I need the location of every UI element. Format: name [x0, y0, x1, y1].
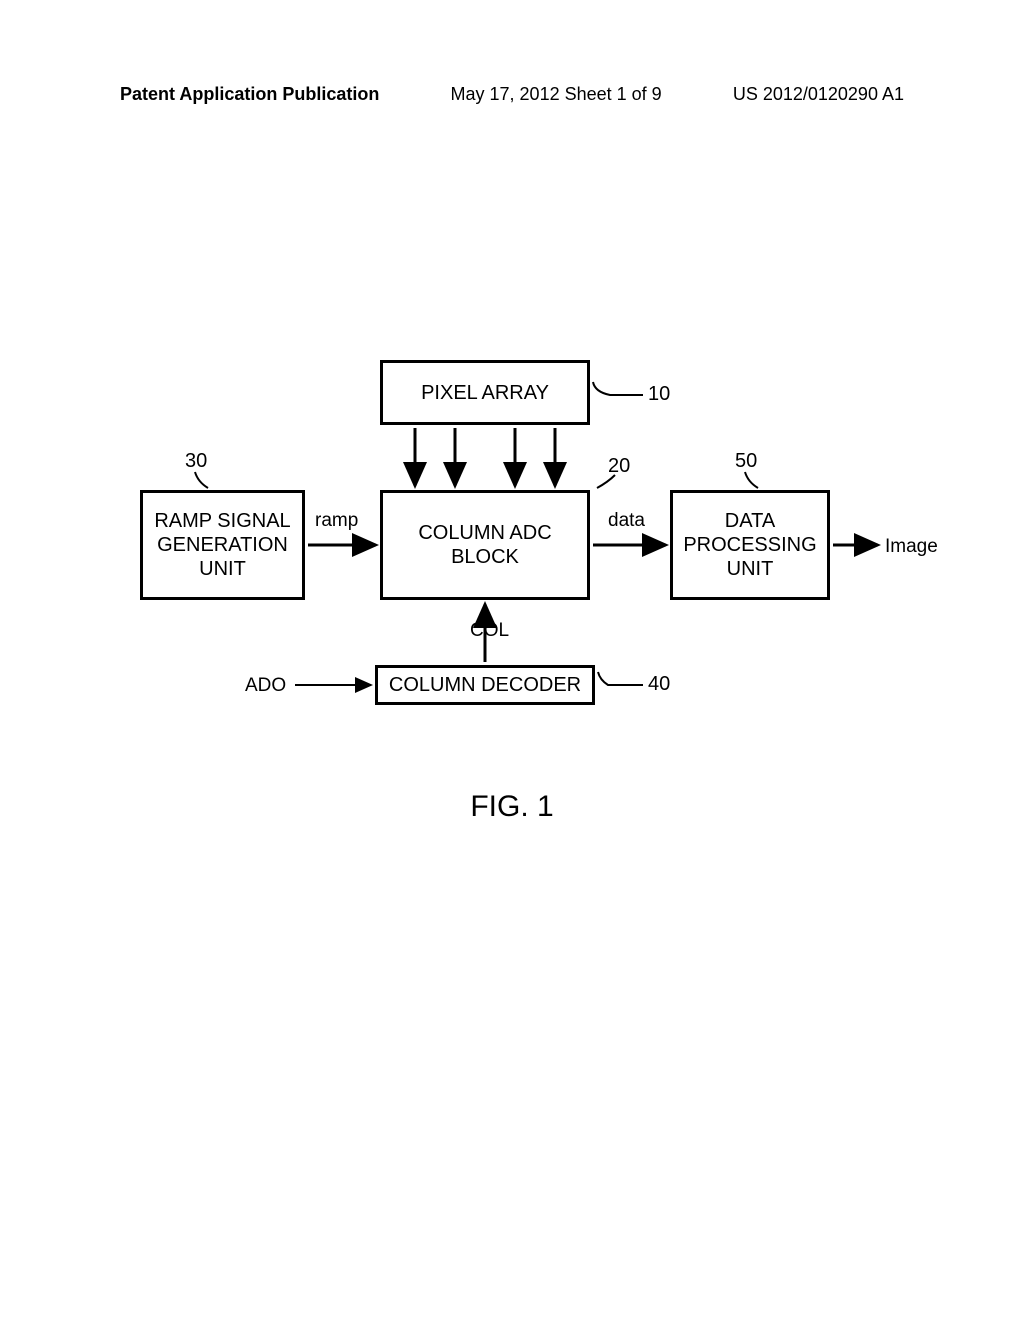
ref-50: 50 [735, 450, 757, 473]
ref-20: 20 [608, 455, 630, 478]
ramp-label: ramp [315, 510, 358, 532]
pixel-array-box: PIXEL ARRAY [380, 360, 590, 425]
col-label: COL [470, 620, 509, 642]
column-adc-label: COLUMN ADC BLOCK [418, 521, 551, 569]
ref-10: 10 [648, 383, 670, 406]
header-right: US 2012/0120290 A1 [733, 84, 904, 105]
ref-40: 40 [648, 673, 670, 696]
header-center: May 17, 2012 Sheet 1 of 9 [451, 84, 662, 105]
data-proc-label: DATA PROCESSING UNIT [683, 509, 816, 581]
column-decoder-label: COLUMN DECODER [389, 673, 581, 697]
figure-label: FIG. 1 [470, 790, 553, 824]
ref-30: 30 [185, 450, 207, 473]
data-proc-box: DATA PROCESSING UNIT [670, 490, 830, 600]
header-left: Patent Application Publication [120, 84, 379, 105]
data-label: data [608, 510, 645, 532]
column-decoder-box: COLUMN DECODER [375, 665, 595, 705]
ramp-gen-label: RAMP SIGNAL GENERATION UNIT [154, 509, 290, 581]
ado-label: ADO [245, 675, 286, 697]
image-label: Image [885, 536, 938, 558]
diagram-container: PIXEL ARRAY RAMP SIGNAL GENERATION UNIT … [100, 360, 920, 760]
column-adc-box: COLUMN ADC BLOCK [380, 490, 590, 600]
pixel-array-label: PIXEL ARRAY [421, 381, 549, 405]
ramp-gen-box: RAMP SIGNAL GENERATION UNIT [140, 490, 305, 600]
